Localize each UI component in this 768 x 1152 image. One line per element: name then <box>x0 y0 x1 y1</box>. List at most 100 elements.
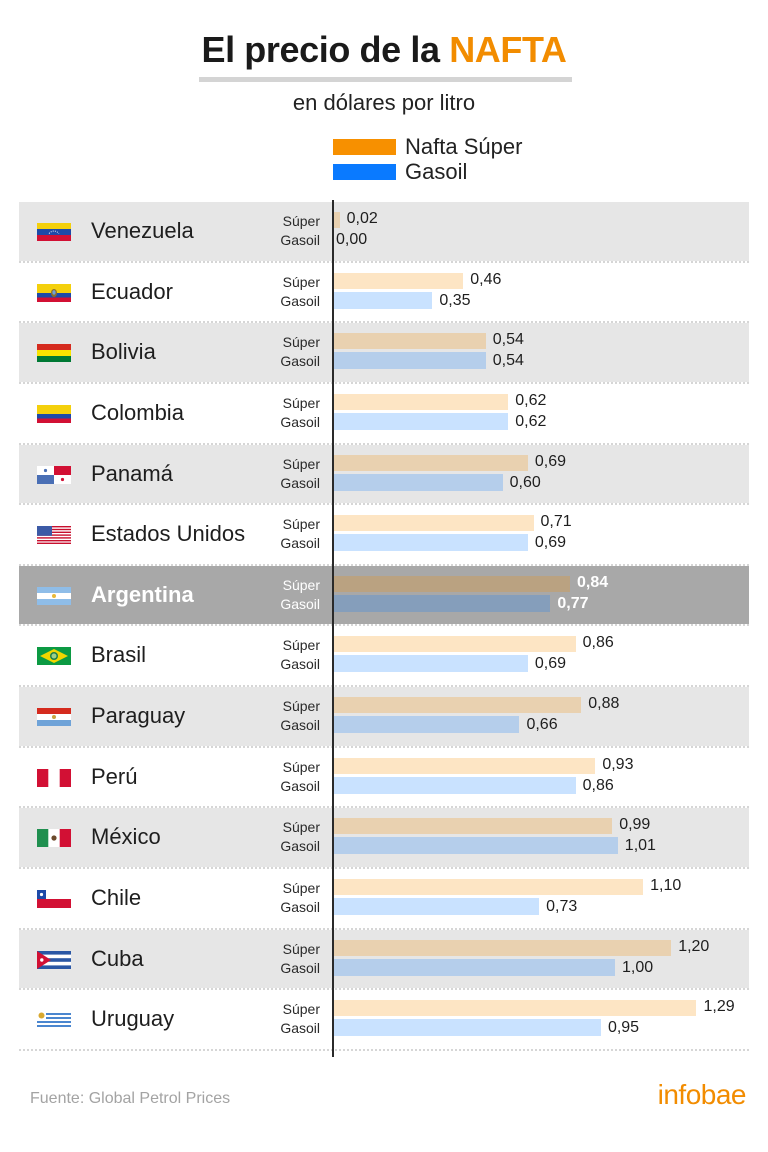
value-label-gasoil-cuba: 1,00 <box>622 958 654 976</box>
value-label-gasoil-paraguay: 0,66 <box>526 716 558 734</box>
bar-gasoil-paraguay <box>334 716 520 734</box>
country-name: Venezuela <box>91 218 194 243</box>
series-label-gasoil: Gasoil <box>280 353 320 370</box>
value-label-gasoil-uruguay: 0,95 <box>607 1019 640 1037</box>
series-label-super: Súper <box>282 576 320 593</box>
bar-gasoil-cuba <box>334 958 615 976</box>
country-name: Bolivia <box>91 339 156 365</box>
bar-gasoil-panama <box>334 473 503 491</box>
chart-row-chile: Chile Súper 1,10 Gasoil 0,73 <box>19 869 749 930</box>
series-label-super: Súper <box>282 273 320 290</box>
bar-super-uruguay <box>334 1000 697 1017</box>
series-label-super: Súper <box>282 880 320 897</box>
bar-super-argentina <box>334 575 571 592</box>
bar-super-colombia <box>334 393 509 410</box>
series-label-gasoil: Gasoil <box>280 535 320 552</box>
bar-gasoil-estados-unidos <box>334 534 528 552</box>
country-name: Brasil <box>91 642 147 668</box>
value-label-super-panama: 0,69 <box>534 452 567 470</box>
flag-venezuela-icon <box>37 223 71 241</box>
series-label-gasoil: Gasoil <box>280 717 320 734</box>
flag-bolivia-icon <box>37 344 71 363</box>
chart-row-argentina: Argentina Súper 0,84 Gasoil 0,77 <box>19 565 749 627</box>
value-label-gasoil-ecuador: 0,35 <box>439 291 471 309</box>
country-name: Colombia <box>91 399 184 425</box>
value-label-super-cuba: 1,20 <box>678 937 710 955</box>
bar-super-paraguay <box>334 697 582 714</box>
chart-row-bolivia: Bolivia Súper 0,54 Gasoil 0,54 <box>19 323 749 384</box>
bar-super-brasil <box>334 636 576 653</box>
series-label-gasoil: Gasoil <box>280 838 320 855</box>
legend-swatch-gasoil <box>333 164 396 180</box>
bar-gasoil-mexico <box>334 837 618 855</box>
chart-row-ecuador: Ecuador Súper 0,46 Gasoil 0,35 <box>19 263 749 324</box>
value-label-super-venezuela: 0,02 <box>346 210 378 227</box>
chart-row-mexico: México Súper 0,99 Gasoil 1,01 <box>19 808 749 870</box>
series-label-gasoil: Gasoil <box>280 899 320 916</box>
bar-super-estados-unidos <box>334 515 534 532</box>
value-label-gasoil-brasil: 0,69 <box>534 655 567 673</box>
flag-cuba-icon <box>37 950 71 969</box>
series-label-gasoil: Gasoil <box>280 656 320 673</box>
bar-gasoil-chile <box>334 898 540 916</box>
country-name: Cuba <box>91 945 144 971</box>
country-name: Paraguay <box>91 703 186 729</box>
series-label-gasoil: Gasoil <box>280 474 320 491</box>
chart-subtitle: en dólares por litro <box>292 90 476 115</box>
country-name: Argentina <box>91 581 194 607</box>
chart-row-cuba: Cuba Súper 1,20 Gasoil 1,00 <box>19 929 749 991</box>
chart-row-panama: Panamá Súper 0,69 Gasoil 0,60 <box>19 444 749 506</box>
bar-gasoil-ecuador <box>334 291 433 309</box>
brand-logo: infobae <box>657 1079 747 1110</box>
bar-super-cuba <box>334 939 672 956</box>
value-label-super-mexico: 0,99 <box>619 816 651 834</box>
value-label-super-paraguay: 0,88 <box>588 695 620 713</box>
value-label-gasoil-argentina: 0,77 <box>557 594 589 612</box>
country-name: Ecuador <box>91 278 173 304</box>
series-label-super: Súper <box>282 394 320 411</box>
bar-gasoil-colombia <box>334 412 509 430</box>
value-label-gasoil-peru: 0,86 <box>582 776 614 794</box>
country-name: Chile <box>91 885 142 911</box>
series-label-super: Súper <box>282 455 320 472</box>
series-label-super: Súper <box>282 758 320 775</box>
series-label-gasoil: Gasoil <box>280 777 320 794</box>
value-label-gasoil-chile: 0,73 <box>546 898 578 916</box>
value-label-super-chile: 1,10 <box>650 877 682 895</box>
title-underline <box>199 77 572 82</box>
value-label-super-brasil: 0,86 <box>582 634 614 652</box>
chart-row-uruguay: Uruguay Súper 1,29 Gasoil 0,95 <box>19 990 749 1051</box>
series-label-super: Súper <box>282 1001 320 1018</box>
series-label-super: Súper <box>282 637 320 654</box>
country-name: México <box>91 824 161 850</box>
legend-label-gasoil: Gasoil <box>405 159 468 184</box>
bar-super-ecuador <box>334 272 464 289</box>
chart-title: El precio de la NAFTA <box>0 28 768 72</box>
series-label-super: Súper <box>282 516 320 533</box>
chart-row-colombia: Colombia Súper 0,62 Gasoil 0,62 <box>19 384 749 445</box>
series-label-super: Súper <box>282 819 320 836</box>
flag-colombia-icon <box>37 404 71 423</box>
series-label-super: Súper <box>282 334 320 351</box>
bar-super-mexico <box>334 818 613 835</box>
flag-usa-icon <box>37 526 71 545</box>
bar-super-venezuela <box>334 212 340 228</box>
flag-peru-icon <box>37 768 71 787</box>
value-label-gasoil-mexico: 1,01 <box>624 837 656 855</box>
value-label-gasoil-bolivia: 0,54 <box>492 352 524 370</box>
bar-gasoil-uruguay <box>334 1019 601 1037</box>
flag-ecuador-icon <box>37 283 71 302</box>
value-label-super-ecuador: 0,46 <box>470 270 502 288</box>
value-label-super-argentina: 0,84 <box>577 573 609 591</box>
country-name: Estados Unidos <box>91 521 246 547</box>
value-label-gasoil-colombia: 0,62 <box>515 412 547 430</box>
bar-gasoil-argentina <box>334 594 551 612</box>
chart-row-peru: Perú Súper 0,93 Gasoil 0,86 <box>19 748 749 809</box>
bar-super-bolivia <box>334 333 486 350</box>
bar-gasoil-bolivia <box>334 352 486 370</box>
series-label-gasoil: Gasoil <box>280 413 320 430</box>
flag-uruguay-icon <box>37 1011 71 1030</box>
flag-chile-icon <box>37 890 71 909</box>
country-name: Perú <box>91 763 138 789</box>
value-label-super-estados-unidos: 0,71 <box>540 513 572 531</box>
